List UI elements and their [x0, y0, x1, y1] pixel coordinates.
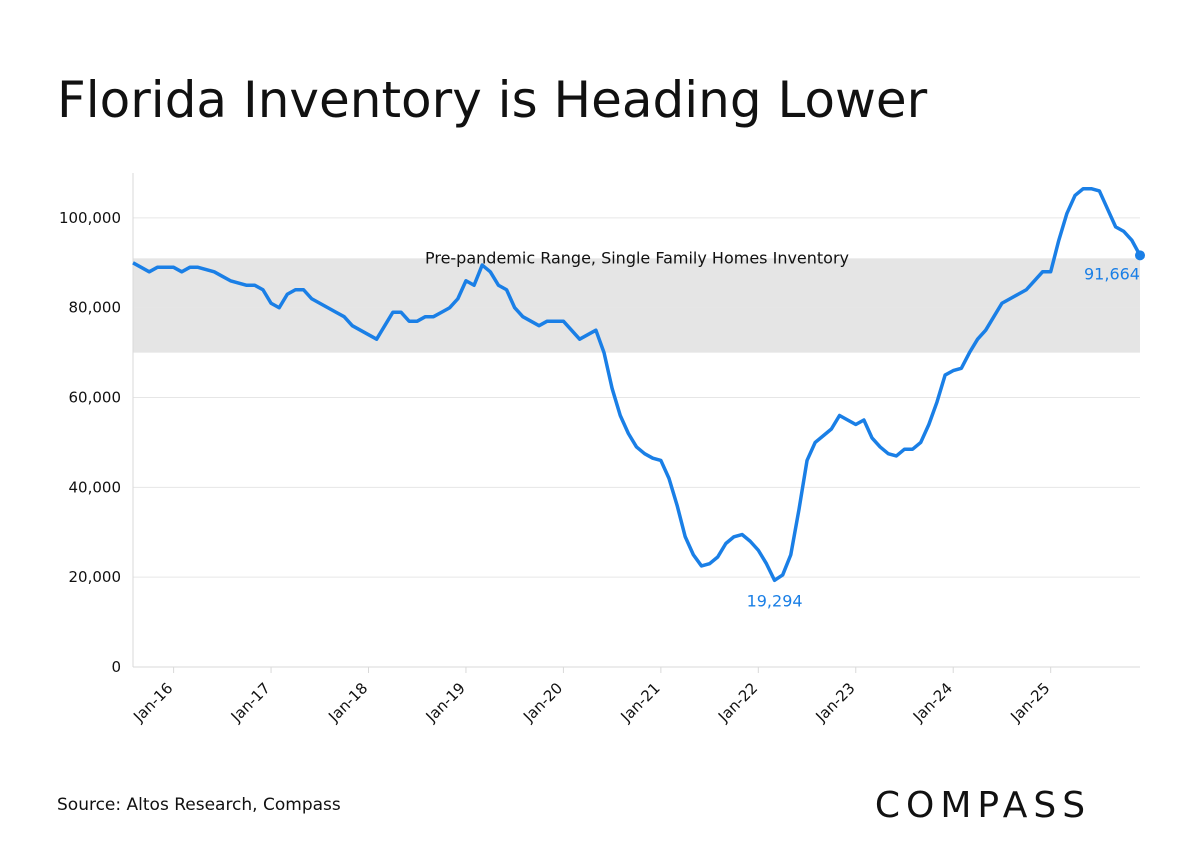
y-tick-label: 20,000 — [69, 568, 122, 586]
x-tick-label: Jan-18 — [324, 679, 371, 726]
range-band — [133, 258, 1140, 353]
x-tick-label: Jan-23 — [811, 679, 858, 726]
y-tick-label: 80,000 — [69, 299, 122, 317]
band-label: Pre-pandemic Range, Single Family Homes … — [425, 248, 849, 267]
x-tick-label: Jan-25 — [1006, 679, 1053, 726]
x-tick-label: Jan-21 — [617, 679, 664, 726]
x-tick-label: Jan-19 — [422, 679, 469, 726]
y-tick-label: 60,000 — [69, 389, 122, 407]
y-tick-label: 40,000 — [69, 478, 122, 496]
x-tick-label: Jan-20 — [519, 679, 566, 726]
x-tick-label: Jan-16 — [129, 679, 176, 726]
value-label: 91,664 — [1084, 264, 1140, 283]
series-line — [132, 186, 1142, 583]
source: Source: Altos Research, Compass — [57, 795, 341, 815]
y-tick-label: 0 — [111, 658, 121, 676]
logo: COMPASS — [875, 785, 1091, 826]
end-point — [1135, 250, 1145, 261]
y-tick-label: 100,000 — [59, 209, 121, 227]
chart-title: Florida Inventory is Heading Lower — [57, 71, 928, 129]
x-tick-label: Jan-22 — [714, 679, 761, 726]
x-tick-label: Jan-17 — [227, 679, 274, 726]
x-tick-label: Jan-24 — [909, 679, 956, 726]
value-label: 19,294 — [747, 591, 803, 610]
